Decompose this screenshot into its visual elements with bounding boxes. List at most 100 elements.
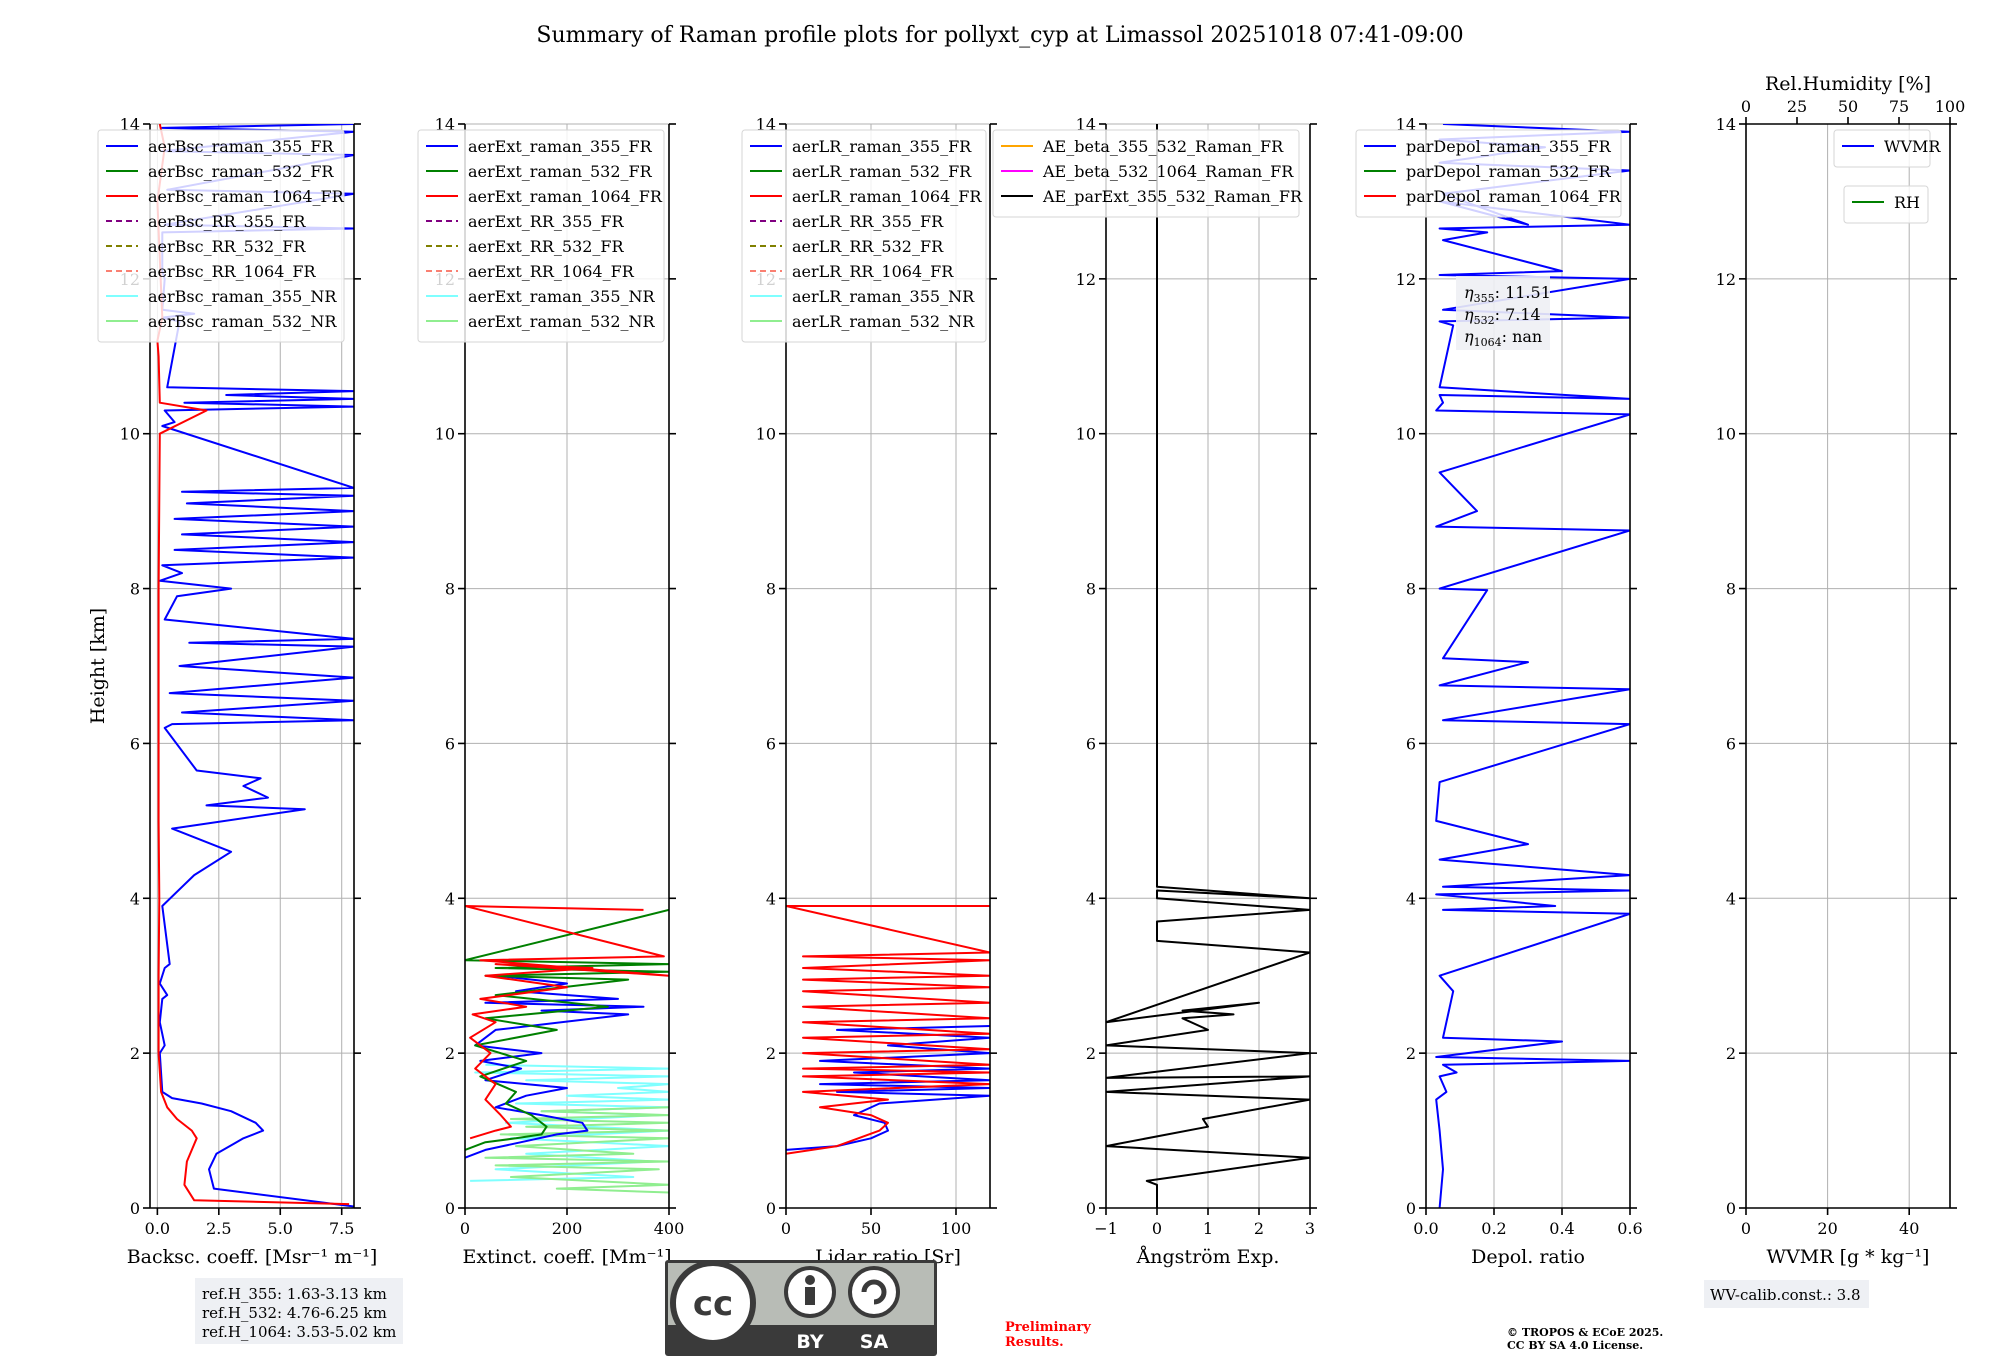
x-tick-label-bsc: 7.5 [329, 1219, 354, 1238]
legend-box-wv [1833, 129, 1931, 168]
legend-label-AE_parExt_355_532_Raman_FR: AE_parExt_355_532_Raman_FR [1042, 187, 1303, 206]
x-axis-label-ext: Extinct. coeff. [Mm⁻¹] [462, 1246, 671, 1268]
y-tick-label-lr: 8 [766, 580, 776, 599]
y-tick-label-wv: 0 [1726, 1199, 1736, 1218]
sa-share-icon [848, 1266, 900, 1318]
by-person-body-icon [805, 1287, 815, 1305]
legend-label-aerLR_RR_532_FR: aerLR_RR_532_FR [792, 237, 944, 256]
legend-label-aerExt_RR_355_FR: aerExt_RR_355_FR [468, 212, 625, 231]
y-tick-label-ae: 0 [1086, 1199, 1096, 1218]
eta-subscript: 355 [1474, 292, 1495, 305]
cc-logo-text: cc [693, 1284, 733, 1324]
legend-label-AE_beta_355_532_Raman_FR: AE_beta_355_532_Raman_FR [1042, 137, 1284, 156]
x-tick-label-lr: 0 [781, 1219, 791, 1238]
legend-label-aerBsc_raman_532_NR: aerBsc_raman_532_NR [148, 312, 337, 331]
eta-1064: η1064: nan [1464, 327, 1542, 349]
y-tick-label-lr: 2 [766, 1044, 776, 1063]
y-tick-label-depol: 4 [1406, 889, 1416, 908]
wv-calib-box: WV-calib.const.: 3.8 [1704, 1280, 1869, 1308]
series-line-aerExt_raman_1064_FR [465, 905, 669, 1140]
legend-label-aerLR_RR_355_FR: aerLR_RR_355_FR [792, 212, 944, 231]
x-tick-label-ext: 0 [460, 1219, 470, 1238]
copyright-line-1: © TROPOS & ECoE 2025. [1507, 1326, 1663, 1339]
y-tick-label-depol: 2 [1406, 1044, 1416, 1063]
legend2-box-wv [1843, 185, 1929, 224]
y-tick-label-bsc: 2 [130, 1044, 140, 1063]
legend-label-aerBsc_RR_355_FR: aerBsc_RR_355_FR [148, 212, 306, 231]
y-tick-label-depol: 6 [1406, 734, 1416, 753]
legend-label-aerBsc_raman_1064_FR: aerBsc_raman_1064_FR [148, 187, 345, 206]
x-tick-label-ae: 1 [1203, 1219, 1213, 1238]
sa-label: SA [860, 1331, 889, 1353]
legend-box-ae [992, 129, 1300, 218]
y-tick-label-wv: 8 [1726, 580, 1736, 599]
x-tick-label-depol: 0.0 [1413, 1219, 1438, 1238]
series-line-parDepol_raman_355_FR [1435, 124, 1630, 1208]
y-tick-label-wv: 2 [1726, 1044, 1736, 1063]
top-tick-label-wv: 25 [1787, 97, 1807, 116]
by-label: BY [796, 1331, 823, 1353]
x-tick-label-ae: −1 [1094, 1219, 1118, 1238]
y-tick-label-wv: 10 [1716, 425, 1736, 444]
y-tick-label-ae: 8 [1086, 580, 1096, 599]
x-tick-label-ext: 200 [552, 1219, 583, 1238]
ref-height-1064: ref.H_1064: 3.53-5.02 km [202, 1323, 396, 1341]
preliminary-line-2: Results. [1005, 1335, 1064, 1350]
eta-subscript: 1064 [1474, 336, 1502, 349]
series-line-aerLR_raman_1064_FR [786, 905, 990, 1155]
top-tick-label-wv: 50 [1838, 97, 1858, 116]
y-tick-label-lr: 14 [756, 115, 776, 134]
y-tick-label-depol: 0 [1406, 1199, 1416, 1218]
copyright-line-2: CC BY SA 4.0 License. [1507, 1339, 1643, 1352]
legend-label-aerExt_raman_532_NR: aerExt_raman_532_NR [468, 312, 656, 331]
legend-box-ext [417, 129, 665, 343]
panel-depol: 0 2 4 6 8 10 12 14 0.0 0.2 0.4 0.6 Depol. ratio parDe… [1355, 115, 1643, 1268]
panel-ext: 024681012140200400Extinct. coeff. [Mm⁻¹]… [417, 115, 685, 1268]
x-tick-label-ae: 2 [1254, 1219, 1264, 1238]
legend-label-aerExt_RR_1064_FR: aerExt_RR_1064_FR [468, 262, 635, 281]
eta-532: η532: 7.14 [1464, 305, 1541, 327]
top-tick-label-wv: 100 [1935, 97, 1966, 116]
x-tick-label-ae: 0 [1152, 1219, 1162, 1238]
wv-calib-text: WV-calib.const.: 3.8 [1710, 1286, 1861, 1304]
legend-label-aerLR_raman_355_NR: aerLR_raman_355_NR [792, 287, 975, 306]
eta-symbol: η [1464, 305, 1474, 324]
legend-label-aerBsc_raman_355_FR: aerBsc_raman_355_FR [148, 137, 334, 156]
eta-355: η355: 11.51 [1464, 283, 1551, 305]
y-tick-label-wv: 4 [1726, 889, 1736, 908]
y-tick-label-depol: 8 [1406, 580, 1416, 599]
ref-height-box-bg [195, 1278, 403, 1344]
x-tick-label-ext: 400 [654, 1219, 685, 1238]
ref-height-355: ref.H_355: 1.63-3.13 km [202, 1285, 387, 1303]
legend-label-aerBsc_RR_1064_FR: aerBsc_RR_1064_FR [148, 262, 317, 281]
series-line-AE_parExt_355_532_Raman_FR [1106, 124, 1310, 1208]
figure-title: Summary of Raman profile plots for polly… [536, 23, 1463, 48]
y-tick-label-depol: 14 [1396, 115, 1416, 134]
y-tick-label-ae: 12 [1076, 270, 1096, 289]
by-person-head-icon [805, 1275, 815, 1285]
x-axis-label-depol: Depol. ratio [1471, 1246, 1585, 1268]
sa-arrow-icon [861, 1279, 887, 1305]
wv-calib-box-bg [1704, 1280, 1869, 1308]
x-tick-label-bsc: 2.5 [206, 1219, 231, 1238]
preliminary-note: Preliminary Results. [1005, 1320, 1091, 1350]
eta-symbol: η [1464, 327, 1474, 346]
legend-label-parDepol_raman_1064_FR: parDepol_raman_1064_FR [1406, 187, 1622, 206]
y-tick-label-ext: 2 [445, 1044, 455, 1063]
legend-label-WVMR: WVMR [1884, 137, 1941, 156]
legend-label-aerExt_RR_532_FR: aerExt_RR_532_FR [468, 237, 625, 256]
legend-label-aerLR_RR_1064_FR: aerLR_RR_1064_FR [792, 262, 954, 281]
y-tick-label-ext: 8 [445, 580, 455, 599]
x-tick-label-ae: 3 [1305, 1219, 1315, 1238]
top-axis-label-wv: Rel.Humidity [%] [1765, 73, 1931, 95]
x-tick-label-wv: 0 [1741, 1219, 1751, 1238]
y-tick-label-wv: 14 [1716, 115, 1736, 134]
top-tick-label-wv: 75 [1889, 97, 1909, 116]
preliminary-line-1: Preliminary [1005, 1320, 1091, 1335]
legend-label-aerExt_raman_355_FR: aerExt_raman_355_FR [468, 137, 653, 156]
y-tick-label-wv: 12 [1716, 270, 1736, 289]
x-tick-label-wv: 40 [1899, 1219, 1919, 1238]
